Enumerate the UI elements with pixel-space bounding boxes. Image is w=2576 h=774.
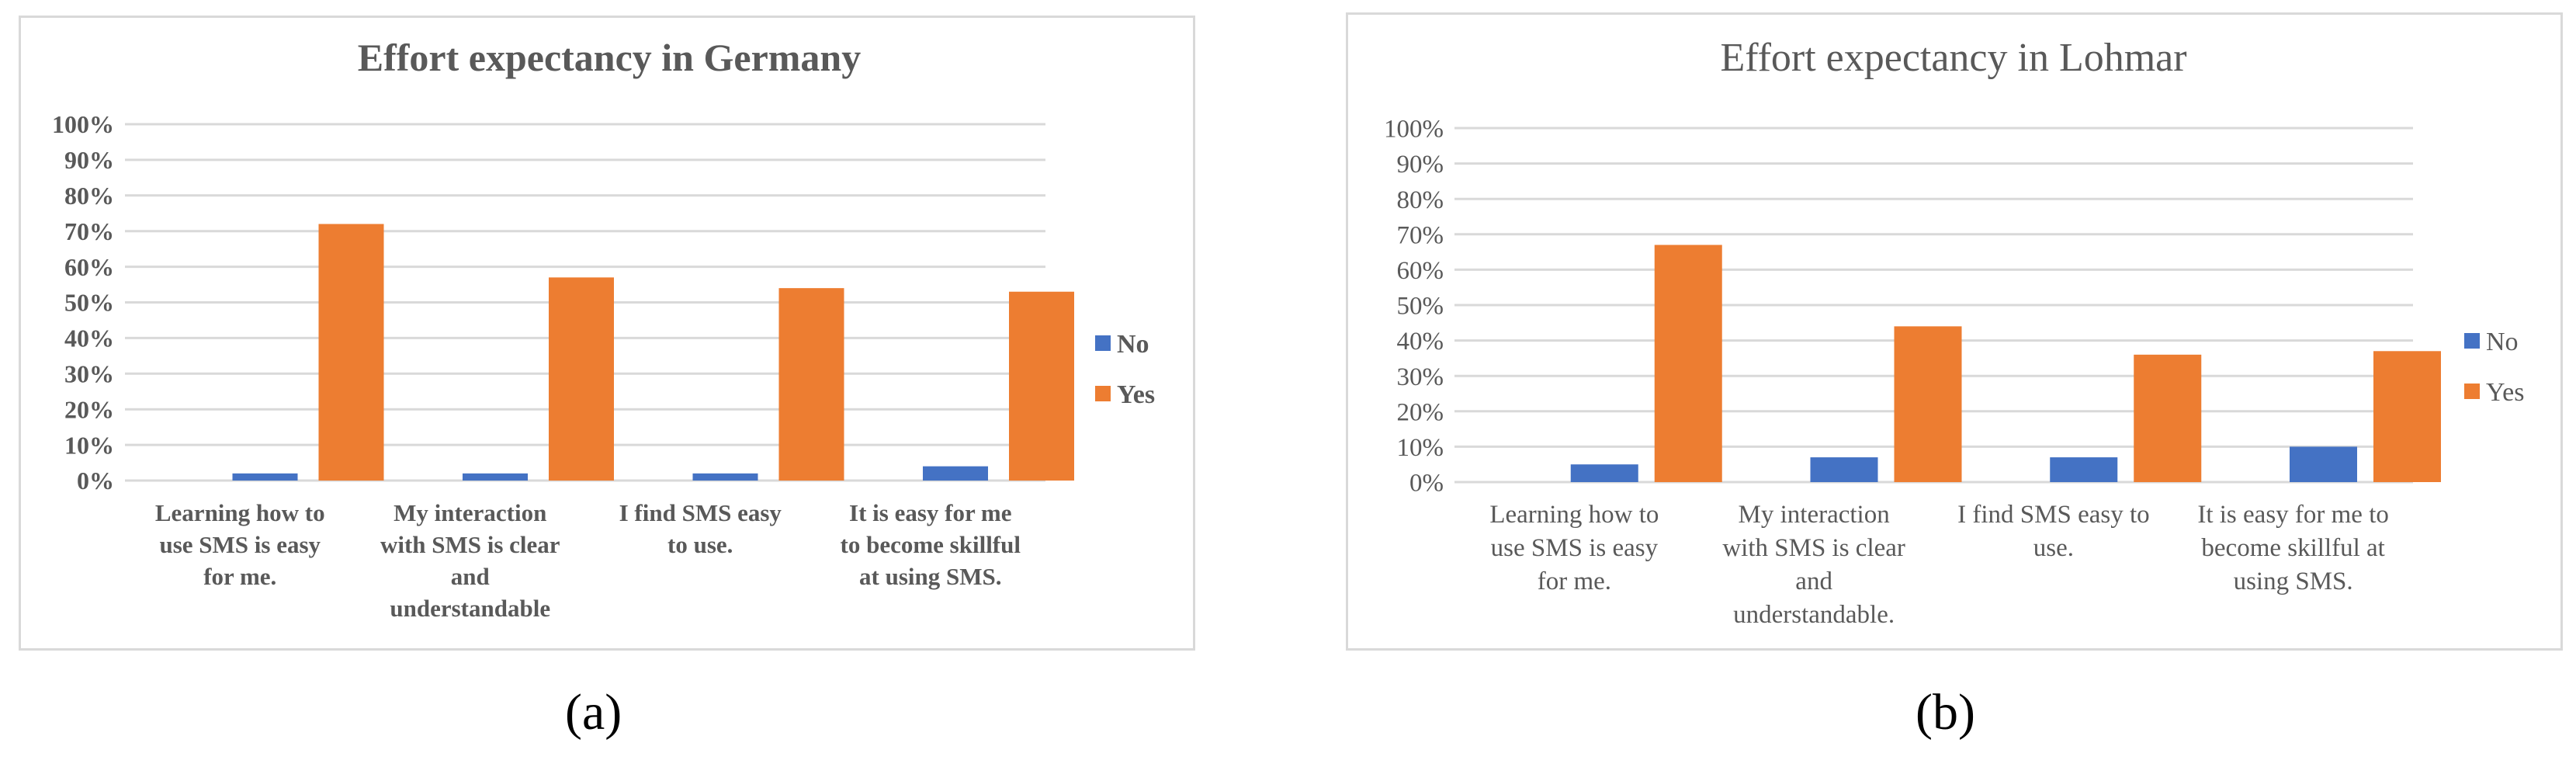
bar-yes <box>549 277 614 481</box>
x-tick-label: Learning how to use SMS is easy for me. <box>155 499 325 590</box>
bar-yes <box>2134 354 2202 482</box>
y-tick-label: 70% <box>64 217 114 245</box>
bar-no <box>692 473 758 481</box>
y-tick-label: 30% <box>64 360 114 388</box>
chart-title: Effort expectancy in Lohmar <box>1720 36 2186 80</box>
y-tick-label: 80% <box>64 182 114 210</box>
bar-no <box>2050 457 2118 482</box>
bar-yes <box>1654 245 1722 482</box>
bar-yes <box>778 288 844 481</box>
y-tick-label: 90% <box>64 146 114 174</box>
x-tick-label: My interaction with SMS is clear and unders… <box>380 499 560 622</box>
y-tick-label: 60% <box>64 253 114 281</box>
legend-swatch-yes <box>2464 384 2480 399</box>
bar-no <box>1570 464 1638 482</box>
legend-swatch-no <box>2464 333 2480 349</box>
bar-yes <box>2373 351 2441 482</box>
legend-swatch-yes <box>1095 386 1111 401</box>
y-tick-label: 0% <box>1409 470 1444 498</box>
y-tick-label: 40% <box>1397 328 1444 356</box>
x-tick-label: Learning how to use SMS is easy for me. <box>1489 501 1659 595</box>
bar-yes <box>1009 291 1074 481</box>
chart-title: Effort expectancy in Germany <box>358 36 861 79</box>
y-tick-label: 100% <box>1384 116 1444 144</box>
legend-swatch-no <box>1095 335 1111 351</box>
legend-label-no: No <box>1117 330 1149 359</box>
y-tick-label: 70% <box>1397 221 1444 249</box>
bar-no <box>232 473 298 481</box>
y-tick-label: 40% <box>64 325 114 352</box>
x-tick-label: It is easy for me to become skillful at us… <box>2197 501 2389 595</box>
y-tick-label: 100% <box>52 110 114 138</box>
x-tick-label: I find SMS easy to use. <box>619 499 782 558</box>
y-tick-label: 60% <box>1397 257 1444 285</box>
y-tick-label: 0% <box>77 467 114 495</box>
bar-no <box>463 473 528 481</box>
caption-b: (b) <box>1916 684 1975 741</box>
legend-label-yes: Yes <box>1117 380 1155 409</box>
bar-no <box>1810 457 1878 482</box>
x-tick-label: My interaction with SMS is clear and unders… <box>1722 501 1905 629</box>
y-tick-label: 50% <box>64 289 114 317</box>
y-tick-label: 90% <box>1397 151 1444 179</box>
chart-lohmar: Effort expectancy in Lohmar 0% 10% 20% 30% 40… <box>1384 36 2524 629</box>
y-tick-label: 80% <box>1397 186 1444 214</box>
bar-yes <box>1894 326 1962 482</box>
y-tick-label: 30% <box>1397 363 1444 391</box>
y-tick-label: 50% <box>1397 293 1444 321</box>
bar-yes <box>318 224 384 481</box>
y-tick-label: 10% <box>1397 434 1444 462</box>
legend-label-yes: Yes <box>2486 378 2524 407</box>
caption-a: (a) <box>565 684 622 741</box>
y-tick-label: 10% <box>64 431 114 459</box>
bar-no <box>2290 446 2357 482</box>
y-tick-label: 20% <box>64 395 114 423</box>
legend-label-no: No <box>2486 328 2519 356</box>
x-tick-label: It is easy for me to become skillful at us… <box>841 499 1021 590</box>
x-tick-label: I find SMS easy to use. <box>1957 501 2150 562</box>
chart-panel-germany: Effort expectancy in Germany 0% 10% 20% 30% 4… <box>19 16 1195 651</box>
chart-germany: Effort expectancy in Germany 0% 10% 20% 30% 4… <box>52 36 1155 622</box>
chart-panel-lohmar: Effort expectancy in Lohmar 0% 10% 20% 30% 40… <box>1346 12 2563 651</box>
y-tick-label: 20% <box>1397 398 1444 426</box>
bar-no <box>923 466 988 481</box>
